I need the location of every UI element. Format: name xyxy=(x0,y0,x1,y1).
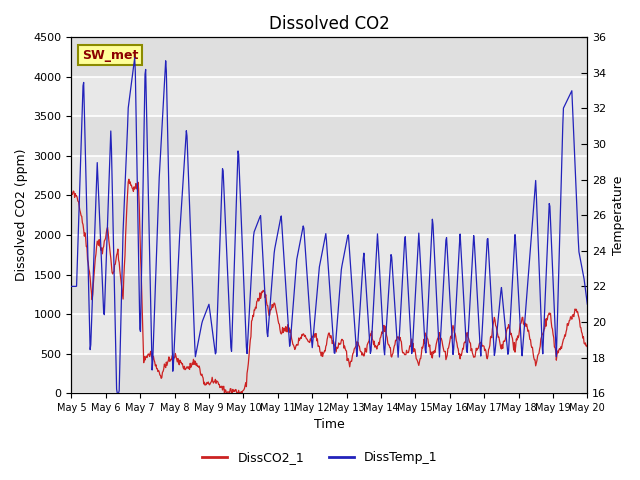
Y-axis label: Dissolved CO2 (ppm): Dissolved CO2 (ppm) xyxy=(15,149,28,281)
Bar xyxy=(72,116,588,156)
Text: SW_met: SW_met xyxy=(82,48,138,62)
Y-axis label: Temperature: Temperature xyxy=(612,176,625,255)
X-axis label: Time: Time xyxy=(314,419,345,432)
Bar xyxy=(72,354,588,393)
Title: Dissolved CO2: Dissolved CO2 xyxy=(269,15,390,33)
Bar xyxy=(72,275,588,314)
Legend: DissCO2_1, DissTemp_1: DissCO2_1, DissTemp_1 xyxy=(197,446,443,469)
Bar xyxy=(72,37,588,77)
Bar xyxy=(72,195,588,235)
